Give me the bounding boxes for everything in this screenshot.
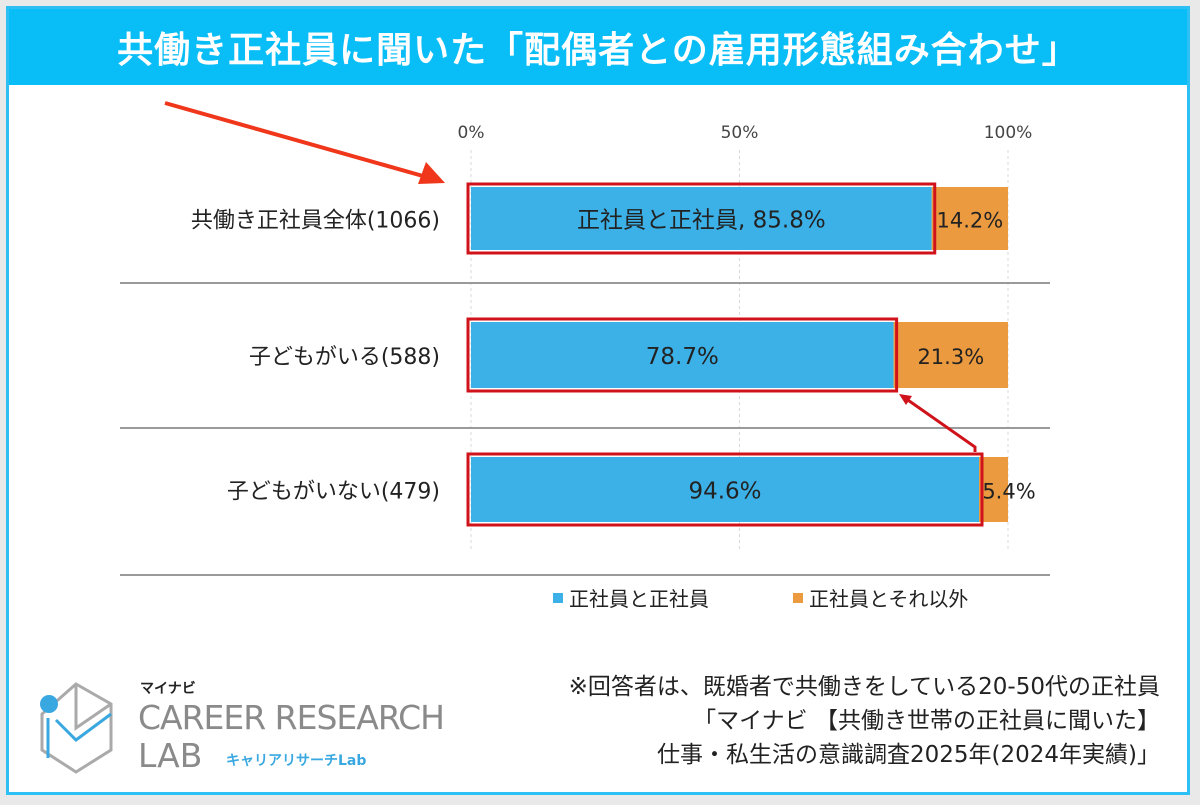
- category-label: 子どもがいない(479): [227, 480, 440, 505]
- logo-kana: キャリアリサーチLab: [226, 753, 367, 769]
- legend-label: 正社員と正社員: [569, 587, 709, 611]
- logo-line1: CAREER RESEARCH: [138, 698, 445, 737]
- bar-segment: [893, 322, 1008, 388]
- note-line-3: 仕事・私生活の意識調査2025年(2024年実績)」: [656, 742, 1160, 768]
- x-tick-label: 100%: [984, 123, 1033, 143]
- highlight-box: [466, 317, 899, 393]
- legend-label: 正社員とそれ以外: [809, 587, 968, 611]
- category-label: 共働き正社員全体(1066): [191, 209, 440, 234]
- data-label: 21.3%: [917, 345, 984, 369]
- data-label: 94.6%: [688, 479, 761, 505]
- note-line-1: ※回答者は、既婚者で共働きをしている20-50代の正社員: [568, 674, 1160, 700]
- legend-swatch: [793, 593, 803, 603]
- bar-segment: [979, 457, 1008, 522]
- x-tick-label: 0%: [458, 123, 485, 143]
- infographic-frame: 共働き正社員に聞いた「配偶者との雇用形態組み合わせ」: [6, 6, 1190, 795]
- logo-cube-icon: [40, 682, 113, 774]
- arrow-head-icon: [418, 162, 445, 184]
- highlight-box: [466, 452, 984, 527]
- highlight-box: [466, 182, 937, 255]
- bar-segment: [471, 187, 932, 250]
- source-note: ※回答者は、既婚者で共働きをしている20-50代の正社員 「マイナビ 【共働き世…: [569, 670, 1160, 772]
- data-label: 14.2%: [937, 209, 1004, 233]
- category-label: 子どもがいる(588): [249, 345, 440, 370]
- legend-swatch: [553, 593, 563, 603]
- bar-segment: [471, 457, 980, 522]
- logo-line2: LAB: [138, 736, 203, 775]
- data-label: 5.4%: [982, 480, 1035, 504]
- arrow-line: [164, 101, 431, 180]
- data-label: 正社員と正社員, 85.8%: [577, 208, 826, 234]
- bar-segment: [931, 187, 1008, 250]
- comparison-arrow-line: [904, 396, 977, 452]
- logo: マイナビ CAREER RESEARCH LAB キャリアリサーチLab: [36, 676, 456, 786]
- note-line-2: 「マイナビ 【共働き世帯の正社員に聞いた】: [693, 708, 1160, 734]
- bar-segment: [471, 322, 894, 388]
- data-label: 78.7%: [646, 344, 719, 370]
- chart-title: 共働き正社員に聞いた「配偶者との雇用形態組み合わせ」: [117, 30, 1079, 71]
- title-bar: 共働き正社員に聞いた「配偶者との雇用形態組み合わせ」: [9, 9, 1187, 85]
- comparison-arrow-head-icon: [899, 394, 912, 405]
- x-tick-label: 50%: [721, 123, 759, 143]
- logo-brand: マイナビ: [140, 681, 196, 697]
